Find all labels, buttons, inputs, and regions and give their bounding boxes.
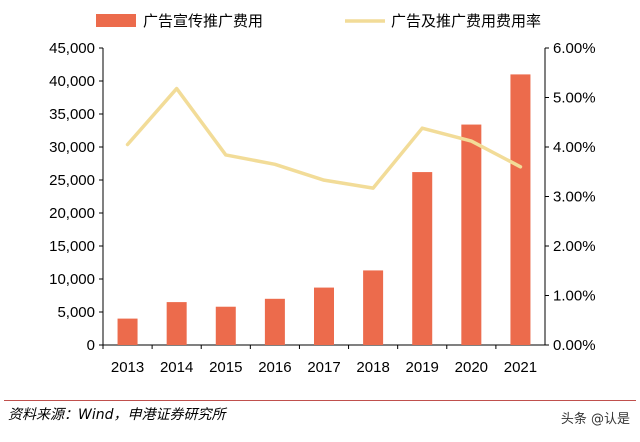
right-tick-label: 3.00% [553, 189, 596, 206]
left-tick-label: 25,000 [49, 172, 95, 189]
right-tick-label: 4.00% [553, 139, 596, 156]
bar [461, 124, 482, 345]
left-tick-label: 20,000 [49, 205, 95, 222]
x-tick-label: 2016 [258, 359, 291, 376]
left-tick-label: 10,000 [49, 271, 95, 288]
x-tick-label: 2020 [455, 359, 488, 376]
x-tick-label: 2019 [406, 359, 439, 376]
left-tick-label: 5,000 [57, 304, 95, 321]
rate-line-path [125, 86, 523, 190]
x-tick-label: 2013 [111, 359, 144, 376]
bar [264, 298, 285, 345]
right-tick-label: 6.00% [553, 40, 596, 57]
left-tick-label: 40,000 [49, 73, 95, 90]
x-tick-label: 2014 [160, 359, 193, 376]
bar [215, 306, 236, 345]
source-divider [4, 400, 636, 401]
bar [314, 287, 334, 345]
bars [117, 74, 531, 346]
left-tick-label: 30,000 [49, 139, 95, 156]
right-tick-label: 0.00% [553, 337, 596, 354]
right-tick-label: 5.00% [553, 90, 596, 107]
legend-line-label: 广告及推广费用费用率 [391, 12, 541, 30]
x-tick-label: 2015 [209, 359, 242, 376]
left-tick-label: 35,000 [49, 106, 95, 123]
bar [166, 302, 187, 345]
chart: 广告宣传推广费用 广告及推广费用费用率 0 5,000 10,000 15,000 20,… [49, 12, 595, 376]
x-tick-label: 2018 [356, 359, 389, 376]
x-tick-label: 2017 [307, 359, 340, 376]
bar [117, 318, 138, 345]
left-tick-label: 0 [87, 337, 95, 354]
left-tick-label: 45,000 [49, 40, 95, 57]
rate-line [125, 86, 523, 190]
bar [363, 270, 384, 345]
axes: 0 5,000 10,000 15,000 20,000 25,000 30,000 35,0… [49, 40, 595, 376]
legend-bar-label: 广告宣传推广费用 [143, 12, 263, 30]
legend-bar-swatch [96, 14, 136, 27]
left-tick-label: 15,000 [49, 238, 95, 255]
bar [510, 74, 531, 346]
watermark: 头条 @认是 [560, 412, 630, 427]
right-tick-label: 2.00% [553, 238, 596, 255]
right-tick-label: 1.00% [553, 288, 596, 305]
bar [412, 172, 433, 345]
x-tick-label: 2021 [504, 359, 537, 376]
source-note: 资料来源：Wind，申港证券研究所 [8, 407, 226, 423]
legend: 广告宣传推广费用 广告及推广费用费用率 [96, 12, 541, 30]
